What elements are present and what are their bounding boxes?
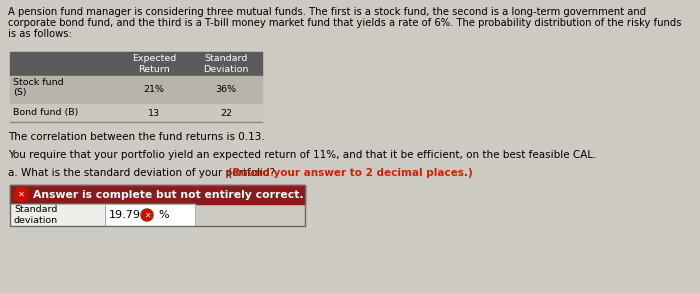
Text: (S): (S) <box>13 88 27 97</box>
Text: a. What is the standard deviation of your portfolio?: a. What is the standard deviation of you… <box>8 168 275 178</box>
Text: Answer is complete but not entirely correct.: Answer is complete but not entirely corr… <box>33 190 304 200</box>
Text: Stock fund: Stock fund <box>13 78 64 87</box>
Text: Bond fund (B): Bond fund (B) <box>13 108 78 117</box>
Circle shape <box>141 209 153 221</box>
Bar <box>10 104 262 122</box>
Text: is as follows:: is as follows: <box>8 29 71 39</box>
Text: Expected
Return: Expected Return <box>132 54 176 74</box>
Bar <box>10 204 105 226</box>
Bar <box>10 52 262 76</box>
Circle shape <box>14 188 28 202</box>
Text: 36%: 36% <box>216 86 237 95</box>
Text: corporate bond fund, and the third is a T-bill money market fund that yields a r: corporate bond fund, and the third is a … <box>8 18 682 28</box>
Text: Standard
deviation: Standard deviation <box>14 205 58 225</box>
Text: 19.79: 19.79 <box>109 210 141 220</box>
Text: 21%: 21% <box>144 86 164 95</box>
Text: Standard
Deviation: Standard Deviation <box>203 54 248 74</box>
Text: ✕: ✕ <box>18 190 24 199</box>
Bar <box>105 204 195 226</box>
Bar <box>10 76 262 104</box>
Text: The correlation between the fund returns is 0.13.: The correlation between the fund returns… <box>8 132 265 142</box>
Text: 22: 22 <box>220 108 232 117</box>
Bar <box>10 185 305 226</box>
Bar <box>10 185 305 204</box>
Text: ✕: ✕ <box>144 210 150 219</box>
Text: You require that your portfolio yield an expected return of 11%, and that it be : You require that your portfolio yield an… <box>8 150 596 160</box>
Text: 13: 13 <box>148 108 160 117</box>
Text: (Round your answer to 2 decimal places.): (Round your answer to 2 decimal places.) <box>224 168 472 178</box>
Bar <box>105 204 195 226</box>
Text: %: % <box>158 210 169 220</box>
Text: A pension fund manager is considering three mutual funds. The first is a stock f: A pension fund manager is considering th… <box>8 7 646 17</box>
Bar <box>10 204 105 226</box>
